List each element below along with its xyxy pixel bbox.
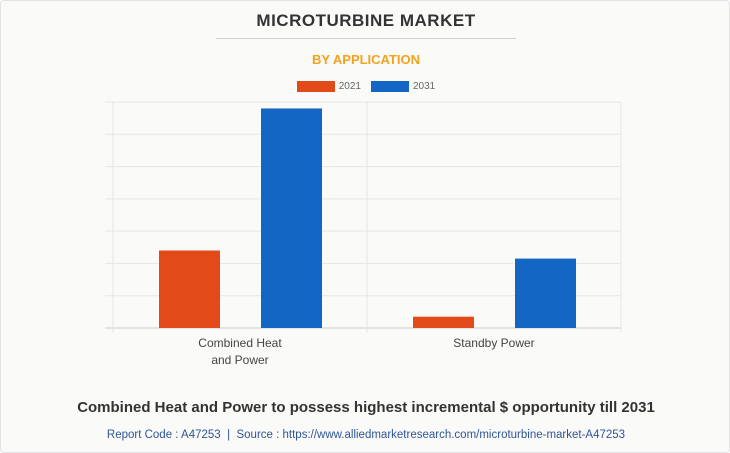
bar-2021-1 <box>413 316 474 328</box>
legend-label-2021: 2021 <box>338 81 361 92</box>
source-link[interactable]: Source : https://www.alliedmarketresearc… <box>236 429 626 441</box>
x-tick-label-line: Combined Heat <box>198 336 282 350</box>
chart-legend: 2021 2031 <box>1 81 730 92</box>
bar-2031-0 <box>261 108 322 328</box>
report-code: Report Code : A47253 <box>106 429 221 441</box>
title-divider <box>216 38 516 39</box>
bar-2031-1 <box>515 258 576 328</box>
x-tick-label-line: Standby Power <box>453 336 534 350</box>
legend-swatch-2031 <box>371 81 409 92</box>
chart-headline: Combined Heat and Power to possess highe… <box>77 399 655 416</box>
legend-item-2021: 2021 <box>296 81 361 92</box>
x-tick-label: Standby Power <box>453 336 534 350</box>
legend-swatch-2021 <box>296 81 335 92</box>
x-tick-label: Combined Heat and Power <box>198 336 282 367</box>
legend-label-2031: 2031 <box>413 81 436 92</box>
chart-title: MICROTURBINE MARKET <box>256 11 476 30</box>
legend-item-2031: 2031 <box>371 81 435 92</box>
bar-2021-0 <box>159 250 220 328</box>
bar-chart: Combined Heat and Power Standby Power <box>105 101 622 367</box>
chart-subtitle: BY APPLICATION <box>311 52 421 67</box>
chart-footer: Report Code : A47253 | Source : https://… <box>1 429 730 441</box>
x-tick-label-line: and Power <box>211 353 268 367</box>
footer-separator: | <box>227 429 231 441</box>
